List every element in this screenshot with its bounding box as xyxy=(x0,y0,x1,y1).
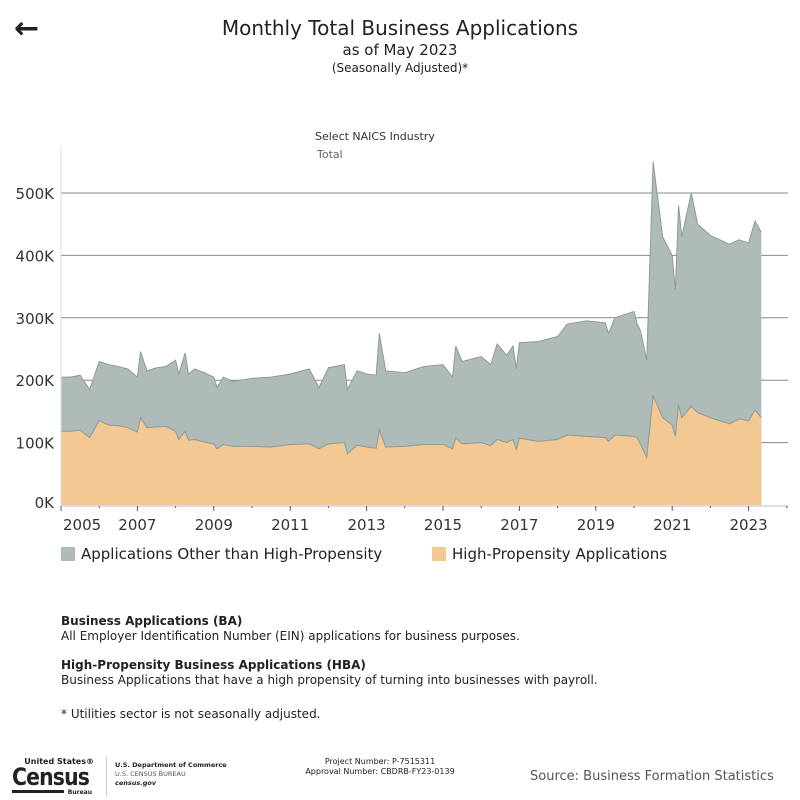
x-tick-label: 2005 xyxy=(63,516,101,534)
y-tick-label: 300K xyxy=(16,310,56,328)
legend-item-other[interactable]: Applications Other than High-Propensity xyxy=(61,545,382,563)
definition-ba-title: Business Applications (BA) xyxy=(61,614,243,628)
y-tick-label: 100K xyxy=(16,435,56,453)
chart-area: 0K 100K 200K 300K 400K 500K 2005 2007 2009 2011 20… xyxy=(16,145,788,534)
footer-dept: U.S. Department of Commerce xyxy=(115,761,227,769)
chart-note: (Seasonally Adjusted)* xyxy=(331,61,469,75)
x-tick-label: 2017 xyxy=(500,516,538,534)
logo-top: United States® xyxy=(24,757,94,766)
census-logo: United States® Census Bureau U.S. Depart… xyxy=(12,757,227,797)
chart-subtitle: as of May 2023 xyxy=(342,41,458,59)
legend-item-hba[interactable]: High-Propensity Applications xyxy=(432,545,667,563)
legend-swatch-hba xyxy=(432,547,446,561)
x-tick-label: 2021 xyxy=(653,516,691,534)
y-tick-label: 400K xyxy=(16,247,56,265)
chart-title: Monthly Total Business Applications xyxy=(221,16,579,40)
logo-main: Census xyxy=(12,763,90,791)
definition-hba-text: Business Applications that have a high p… xyxy=(61,673,598,687)
project-number: Project Number: P-7515311 xyxy=(324,757,436,766)
x-tick-label: 2023 xyxy=(730,516,768,534)
naics-filter-label: Select NAICS Industry xyxy=(315,130,435,143)
line-high-propensity xyxy=(61,393,762,460)
area-high-propensity xyxy=(61,395,762,505)
legend-swatch-other xyxy=(61,547,75,561)
line-total xyxy=(61,161,762,392)
x-tick-label: 2019 xyxy=(577,516,615,534)
legend-label-hba: High-Propensity Applications xyxy=(452,545,668,563)
footer-bureau: U.S. CENSUS BUREAU xyxy=(115,770,186,778)
definition-hba-title: High-Propensity Business Applications (H… xyxy=(61,658,366,672)
definition-ba-text: All Employer Identification Number (EIN)… xyxy=(61,629,520,643)
definition-ba: Business Applications (BA) All Employer … xyxy=(61,614,520,644)
approval-number: Approval Number: CBDRB-FY23-0139 xyxy=(305,767,455,776)
x-tick-label: 2011 xyxy=(271,516,309,534)
naics-filter-select[interactable]: Total xyxy=(317,148,343,161)
y-tick-label: 500K xyxy=(16,185,56,203)
source-note: Source: Business Formation Statistics xyxy=(530,769,774,784)
x-tick-label: 2009 xyxy=(195,516,233,534)
logo-bar xyxy=(12,790,64,793)
y-tick-label: 200K xyxy=(16,372,56,390)
footer-project-info: Project Number: P-7515311 Approval Numbe… xyxy=(290,757,470,777)
footnote: * Utilities sector is not seasonally adj… xyxy=(61,707,321,721)
x-tick-label: 2013 xyxy=(348,516,386,534)
footer-site-link[interactable]: census.gov xyxy=(115,779,157,787)
y-tick-label: 0K xyxy=(35,494,56,512)
logo-bottom: Bureau xyxy=(67,789,92,796)
definition-hba: High-Propensity Business Applications (H… xyxy=(61,658,598,688)
x-tick-label: 2015 xyxy=(424,516,462,534)
legend-label-other: Applications Other than High-Propensity xyxy=(81,545,383,563)
area-other-applications xyxy=(61,161,762,506)
x-tick-label: 2007 xyxy=(118,516,156,534)
back-arrow-icon[interactable]: ← xyxy=(14,11,40,46)
